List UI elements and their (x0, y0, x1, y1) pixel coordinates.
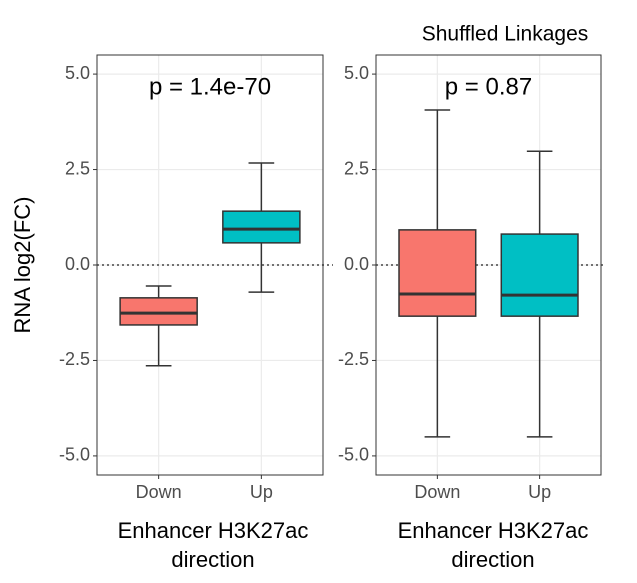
box (119, 297, 198, 326)
y-tick-label: 2.5 (344, 158, 369, 178)
y-axis-label: RNA log2(FC) (10, 197, 35, 334)
y-tick-label: -5.0 (59, 445, 90, 465)
y-tick-label: 5.0 (65, 63, 90, 83)
x-axis-label: Enhancer H3K27ac (398, 518, 589, 543)
box (398, 229, 477, 317)
x-axis-label: direction (451, 547, 534, 572)
annotation: p = 1.4e-70 (149, 73, 271, 100)
x-tick-label: Up (528, 482, 551, 502)
y-tick-label: 5.0 (344, 63, 369, 83)
y-tick-label: -2.5 (338, 349, 369, 369)
panel-border (375, 54, 602, 476)
x-tick-label: Down (414, 482, 460, 502)
box (500, 233, 579, 317)
panel-border (96, 54, 324, 476)
x-tick-label: Down (136, 482, 182, 502)
y-tick-label: -2.5 (59, 349, 90, 369)
x-axis-label: direction (171, 547, 254, 572)
box (222, 210, 301, 244)
x-tick-label: Up (250, 482, 273, 502)
annotation: p = 0.87 (445, 73, 532, 100)
y-tick-label: 2.5 (65, 158, 90, 178)
y-tick-label: 0.0 (344, 254, 369, 274)
y-tick-label: -5.0 (338, 445, 369, 465)
y-tick-label: 0.0 (65, 254, 90, 274)
x-axis-label: Enhancer H3K27ac (118, 518, 309, 543)
chart-title: Shuffled Linkages (422, 23, 589, 46)
